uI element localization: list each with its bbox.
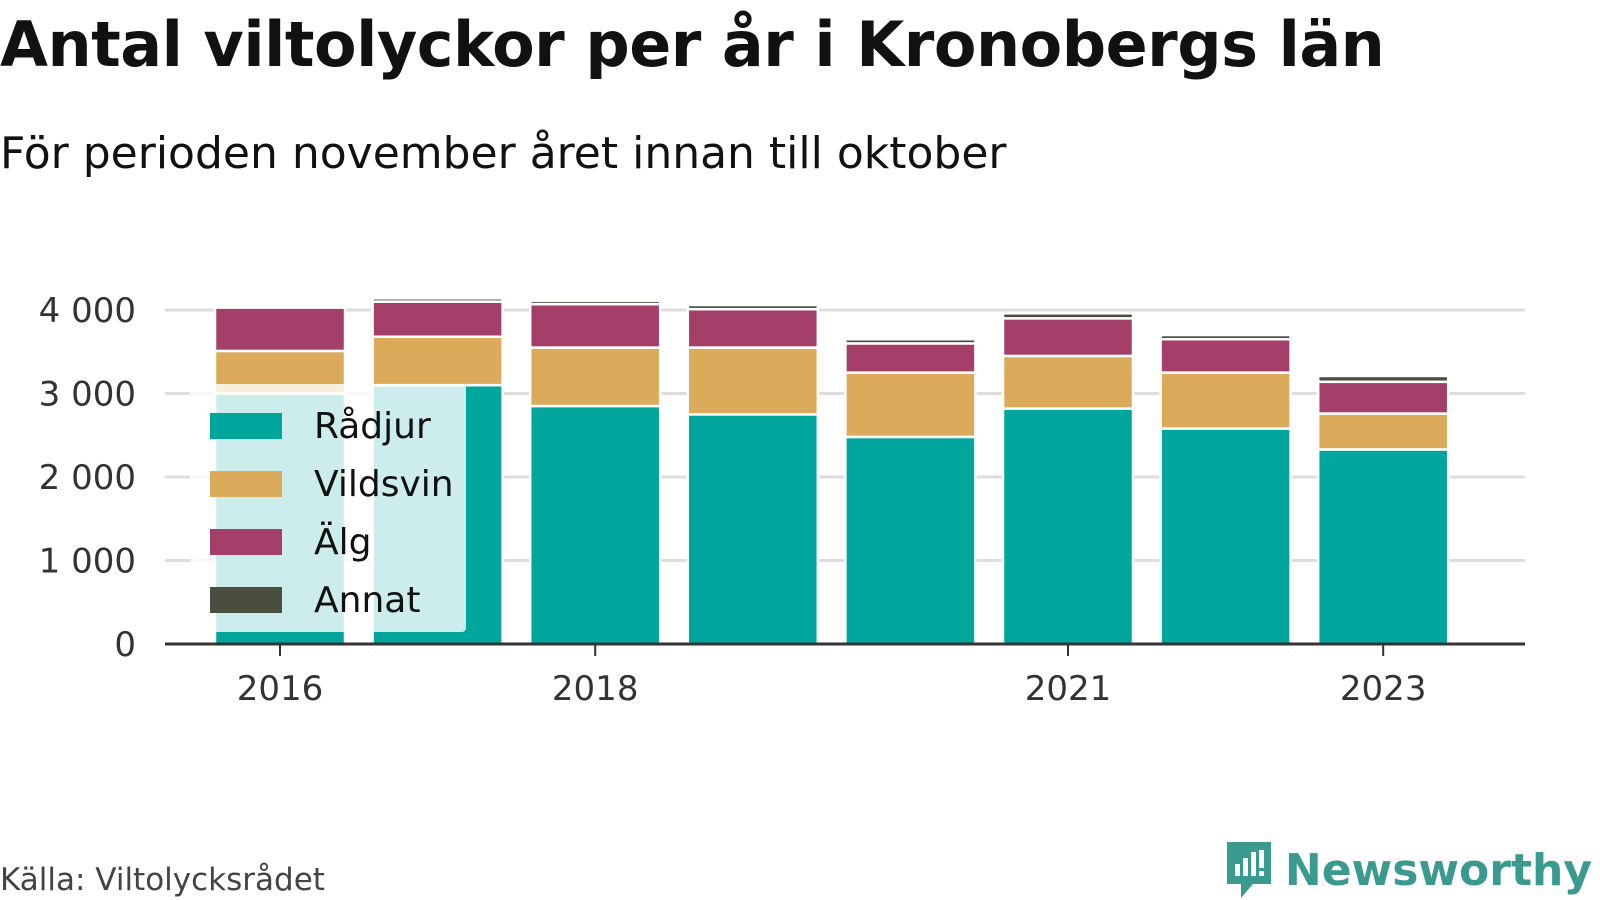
bar-segment-vildsvin [1159, 371, 1292, 430]
bar-segment-annat [1316, 374, 1450, 384]
bar-segment-alg [371, 300, 504, 338]
x-tick-label: 2016 [237, 669, 324, 709]
legend-label-annat: Annat [314, 579, 421, 621]
bar-segment-alg [1001, 317, 1135, 358]
x-tick-label: 2021 [1025, 669, 1112, 709]
bar-segment-vildsvin [1001, 354, 1135, 410]
bar-segment-radjur [844, 435, 977, 646]
bar-segment-vildsvin [1316, 412, 1450, 451]
bar-segment-vildsvin [686, 346, 820, 416]
legend-item-radjur: Rådjur [210, 405, 431, 447]
bar-segment-vildsvin [528, 346, 662, 408]
legend-label-alg: Älg [314, 521, 372, 563]
bar-segment-annat [371, 297, 504, 303]
bar-segment-annat [1159, 333, 1292, 341]
chart-title: Antal viltolyckor per år i Kronobergs lä… [0, 8, 1385, 81]
newsworthy-logo-icon [1226, 842, 1271, 898]
bar-segment-radjur [1159, 427, 1292, 646]
brand-logo: Newsworthy [1223, 840, 1592, 900]
bar-segment-annat [213, 303, 347, 309]
legend-item-vildsvin: Vildsvin [210, 463, 454, 505]
bar-segment-annat [686, 303, 820, 311]
y-tick-label: 3 000 [39, 375, 136, 415]
bar-segment-alg [213, 306, 347, 353]
bar-segment-radjur [1316, 448, 1450, 646]
bar-segment-annat [528, 299, 662, 306]
legend-item-annat: Annat [210, 579, 421, 621]
legend-item-alg: Älg [210, 521, 372, 563]
bar-segment-alg [528, 302, 662, 349]
bar-segment-alg [686, 307, 820, 349]
brand-name: Newsworthy [1284, 844, 1592, 896]
x-tick-label: 2018 [552, 669, 639, 709]
x-tick-label: 2023 [1340, 669, 1427, 709]
y-tick-label: 2 000 [39, 458, 136, 498]
y-tick-label: 4 000 [39, 291, 136, 331]
bar-segment-alg [844, 342, 977, 374]
legend-swatch-annat [210, 587, 282, 613]
chart-subtitle: För perioden november året innan till ok… [0, 128, 1007, 179]
legend: Rådjur Vildsvin Älg Annat [190, 384, 466, 632]
bar-segment-radjur [1001, 407, 1135, 646]
bar-segment-alg [1316, 380, 1450, 415]
legend-label-radjur: Rådjur [314, 405, 431, 447]
bar-segment-vildsvin [844, 371, 977, 439]
legend-swatch-radjur [210, 413, 282, 439]
bar-segment-annat [844, 337, 977, 345]
bar-segment-alg [1159, 337, 1292, 374]
bar-segment-radjur [528, 404, 662, 646]
legend-swatch-vildsvin [210, 471, 282, 497]
bar-segment-radjur [686, 413, 820, 646]
source-note: Källa: Viltolycksrådet [0, 862, 325, 898]
bar-segment-vildsvin [371, 335, 504, 387]
y-tick-label: 0 [114, 625, 136, 665]
y-tick-label: 1 000 [39, 542, 136, 582]
legend-swatch-alg [210, 529, 282, 555]
bar-segment-annat [1001, 312, 1135, 320]
legend-label-vildsvin: Vildsvin [314, 463, 454, 505]
